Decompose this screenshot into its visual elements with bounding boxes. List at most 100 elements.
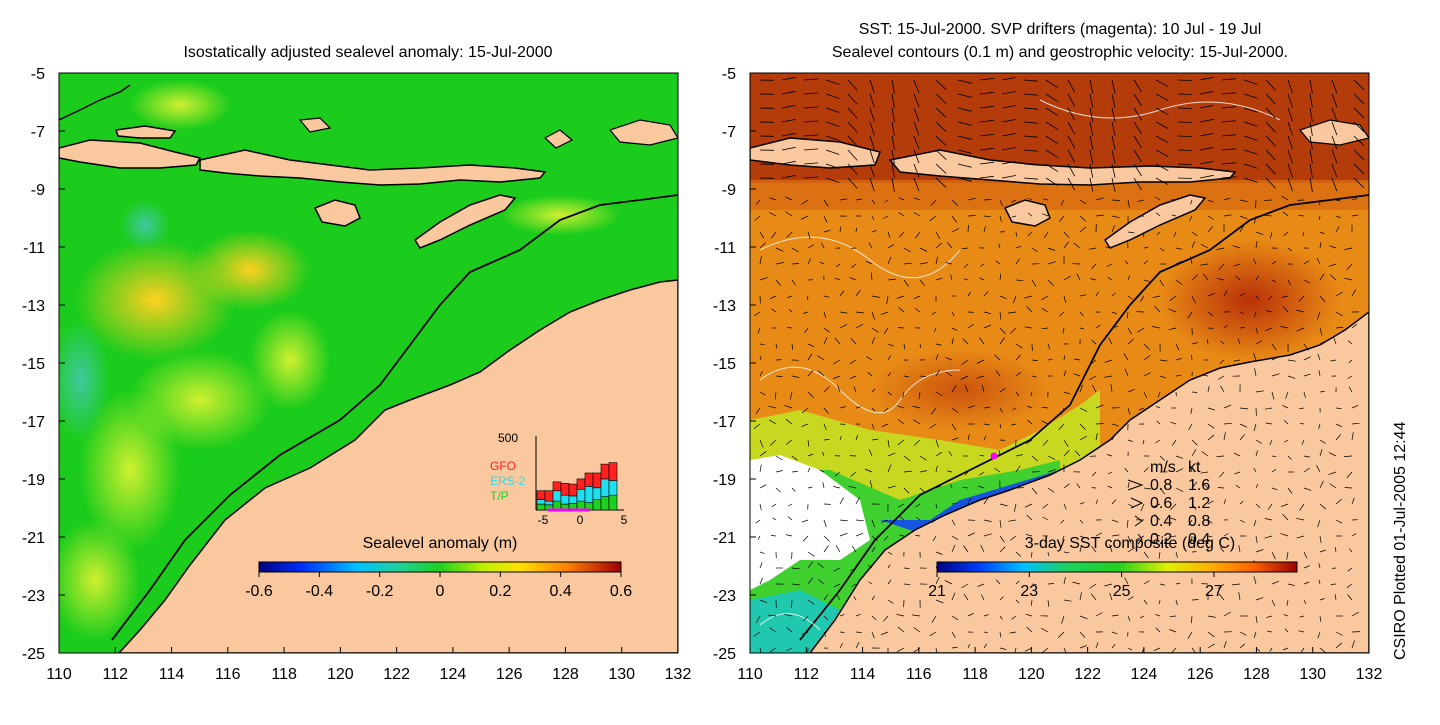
right-colorbar-label: 3-day SST composite (deg C) xyxy=(1025,535,1235,552)
plot-credit-label: CSIRO Plotted 01-Jul-2005 12:44 xyxy=(1392,422,1410,660)
positive-anomaly-patch xyxy=(250,310,330,410)
inset-xtick: -5 xyxy=(538,513,549,527)
svp-drifter-marker xyxy=(991,453,998,460)
x-tick-label: 120 xyxy=(327,666,354,683)
y-tick-label: -9 xyxy=(31,182,45,199)
x-tick-label: 118 xyxy=(271,666,297,683)
inset-bar-gfo xyxy=(569,484,577,496)
inset-bar-tp xyxy=(601,497,609,510)
colorbar-tick-label: -0.6 xyxy=(245,583,273,600)
colorbar-tick-label: 0.6 xyxy=(610,583,632,600)
legend-ers2: ERS-2 xyxy=(490,474,526,488)
velocity-kt: 1.6 xyxy=(1188,477,1210,494)
y-tick-label: -15 xyxy=(713,356,736,373)
velocity-vector xyxy=(1178,178,1192,179)
colorbar-tick-label: 27 xyxy=(1205,583,1223,600)
inset-bar-ers xyxy=(537,500,545,504)
x-tick-label: 130 xyxy=(1299,666,1326,683)
velocity-kt: 1.2 xyxy=(1188,495,1210,512)
x-tick-label: 114 xyxy=(159,666,185,683)
y-tick-label: -5 xyxy=(31,66,45,83)
y-tick-label: -25 xyxy=(22,646,45,663)
inset-bar-gfo xyxy=(577,479,585,489)
inset-bar-gfo xyxy=(609,463,617,481)
velocity-vector xyxy=(1192,600,1199,601)
x-tick-label: 124 xyxy=(1131,666,1158,683)
velocity-vector xyxy=(984,200,992,201)
inset-ymax-label: 500 xyxy=(498,431,518,445)
y-tick-label: -11 xyxy=(23,240,45,257)
right-panel-title-line1: SST: 15-Jul-2000. SVP drifters (magenta)… xyxy=(859,21,1262,38)
y-tick-label: -21 xyxy=(713,530,736,547)
colorbar-tick-label: -0.2 xyxy=(366,583,394,600)
x-tick-label: 116 xyxy=(215,666,241,683)
inset-bar-ers xyxy=(569,496,577,503)
x-tick-label: 112 xyxy=(103,666,129,683)
y-tick-label: -11 xyxy=(714,240,736,257)
velocity-vector xyxy=(1096,424,1104,425)
velocity-vector xyxy=(1345,488,1352,489)
velocity-header-kt: kt xyxy=(1188,459,1201,476)
inset-bar-tp xyxy=(609,495,617,510)
x-tick-label: 128 xyxy=(1243,666,1270,683)
inset-bar-ers xyxy=(585,486,593,502)
x-tick-label: 122 xyxy=(1074,666,1101,683)
inset-bar-gfo xyxy=(593,473,601,488)
legend-gfo: GFO xyxy=(490,459,516,473)
inset-bar-ers xyxy=(561,495,569,504)
velocity-vector xyxy=(1178,94,1192,95)
x-tick-label: 126 xyxy=(1187,666,1214,683)
colorbar-tick-label: 25 xyxy=(1113,583,1131,600)
velocity-vector xyxy=(968,216,976,217)
inset-bar-gfo xyxy=(545,491,553,501)
left-panel-title: Isostatically adjusted sealevel anomaly:… xyxy=(183,44,552,61)
velocity-vector xyxy=(904,568,909,569)
positive-anomaly-patch xyxy=(130,350,270,450)
y-tick-label: -23 xyxy=(22,588,45,605)
y-tick-label: -5 xyxy=(722,66,736,83)
colorbar-tick-label: 0.2 xyxy=(489,583,511,600)
velocity-vector xyxy=(840,632,844,633)
inset-bar-tp xyxy=(537,504,545,510)
x-tick-label: 110 xyxy=(46,666,72,683)
inset-bar-gfo xyxy=(537,491,545,500)
inset-bar-tp xyxy=(593,500,601,510)
inset-bar-ers xyxy=(545,501,553,505)
right-colorbar xyxy=(937,562,1297,572)
right-panel-title-line2: Sealevel contours (0.1 m) and geostrophi… xyxy=(832,44,1288,61)
colorbar-tick-label: 23 xyxy=(1020,583,1038,600)
x-tick-label: 120 xyxy=(1018,666,1045,683)
y-tick-label: -7 xyxy=(722,124,736,141)
velocity-kt: 0.8 xyxy=(1188,513,1210,530)
velocity-vector xyxy=(1138,216,1144,217)
velocity-vector xyxy=(1171,200,1176,201)
warm-sst-patch xyxy=(1160,240,1340,360)
velocity-ms: 0.8 xyxy=(1150,477,1172,494)
velocity-vector xyxy=(1178,122,1192,123)
colorbar-tick-label: 0.4 xyxy=(550,583,572,600)
x-tick-label: 110 xyxy=(737,666,763,683)
inset-bar-ers xyxy=(593,488,601,500)
negative-anomaly-patch xyxy=(120,200,170,250)
velocity-vector xyxy=(1192,355,1193,360)
velocity-vector xyxy=(1112,200,1120,201)
colorbar-tick-label: 0 xyxy=(436,583,445,600)
inset-xtick: 0 xyxy=(577,513,584,527)
x-tick-label: 122 xyxy=(383,666,410,683)
velocity-ms: 0.6 xyxy=(1150,495,1172,512)
velocity-ms: 0.4 xyxy=(1150,513,1172,530)
x-tick-label: 130 xyxy=(608,666,635,683)
inset-bar-gfo xyxy=(601,464,609,479)
velocity-vector xyxy=(792,600,793,608)
positive-anomaly-patch xyxy=(500,195,620,235)
y-tick-label: -21 xyxy=(22,530,45,547)
y-tick-label: -13 xyxy=(22,298,45,315)
inset-bar-ers xyxy=(577,489,585,501)
inset-bar-gfo xyxy=(553,482,561,491)
velocity-vector xyxy=(1178,108,1192,109)
inset-bar-ers xyxy=(601,479,609,497)
y-tick-label: -19 xyxy=(22,472,45,489)
x-tick-label: 128 xyxy=(552,666,579,683)
colorbar-tick-label: -0.4 xyxy=(306,583,334,600)
velocity-vector xyxy=(1048,584,1054,585)
